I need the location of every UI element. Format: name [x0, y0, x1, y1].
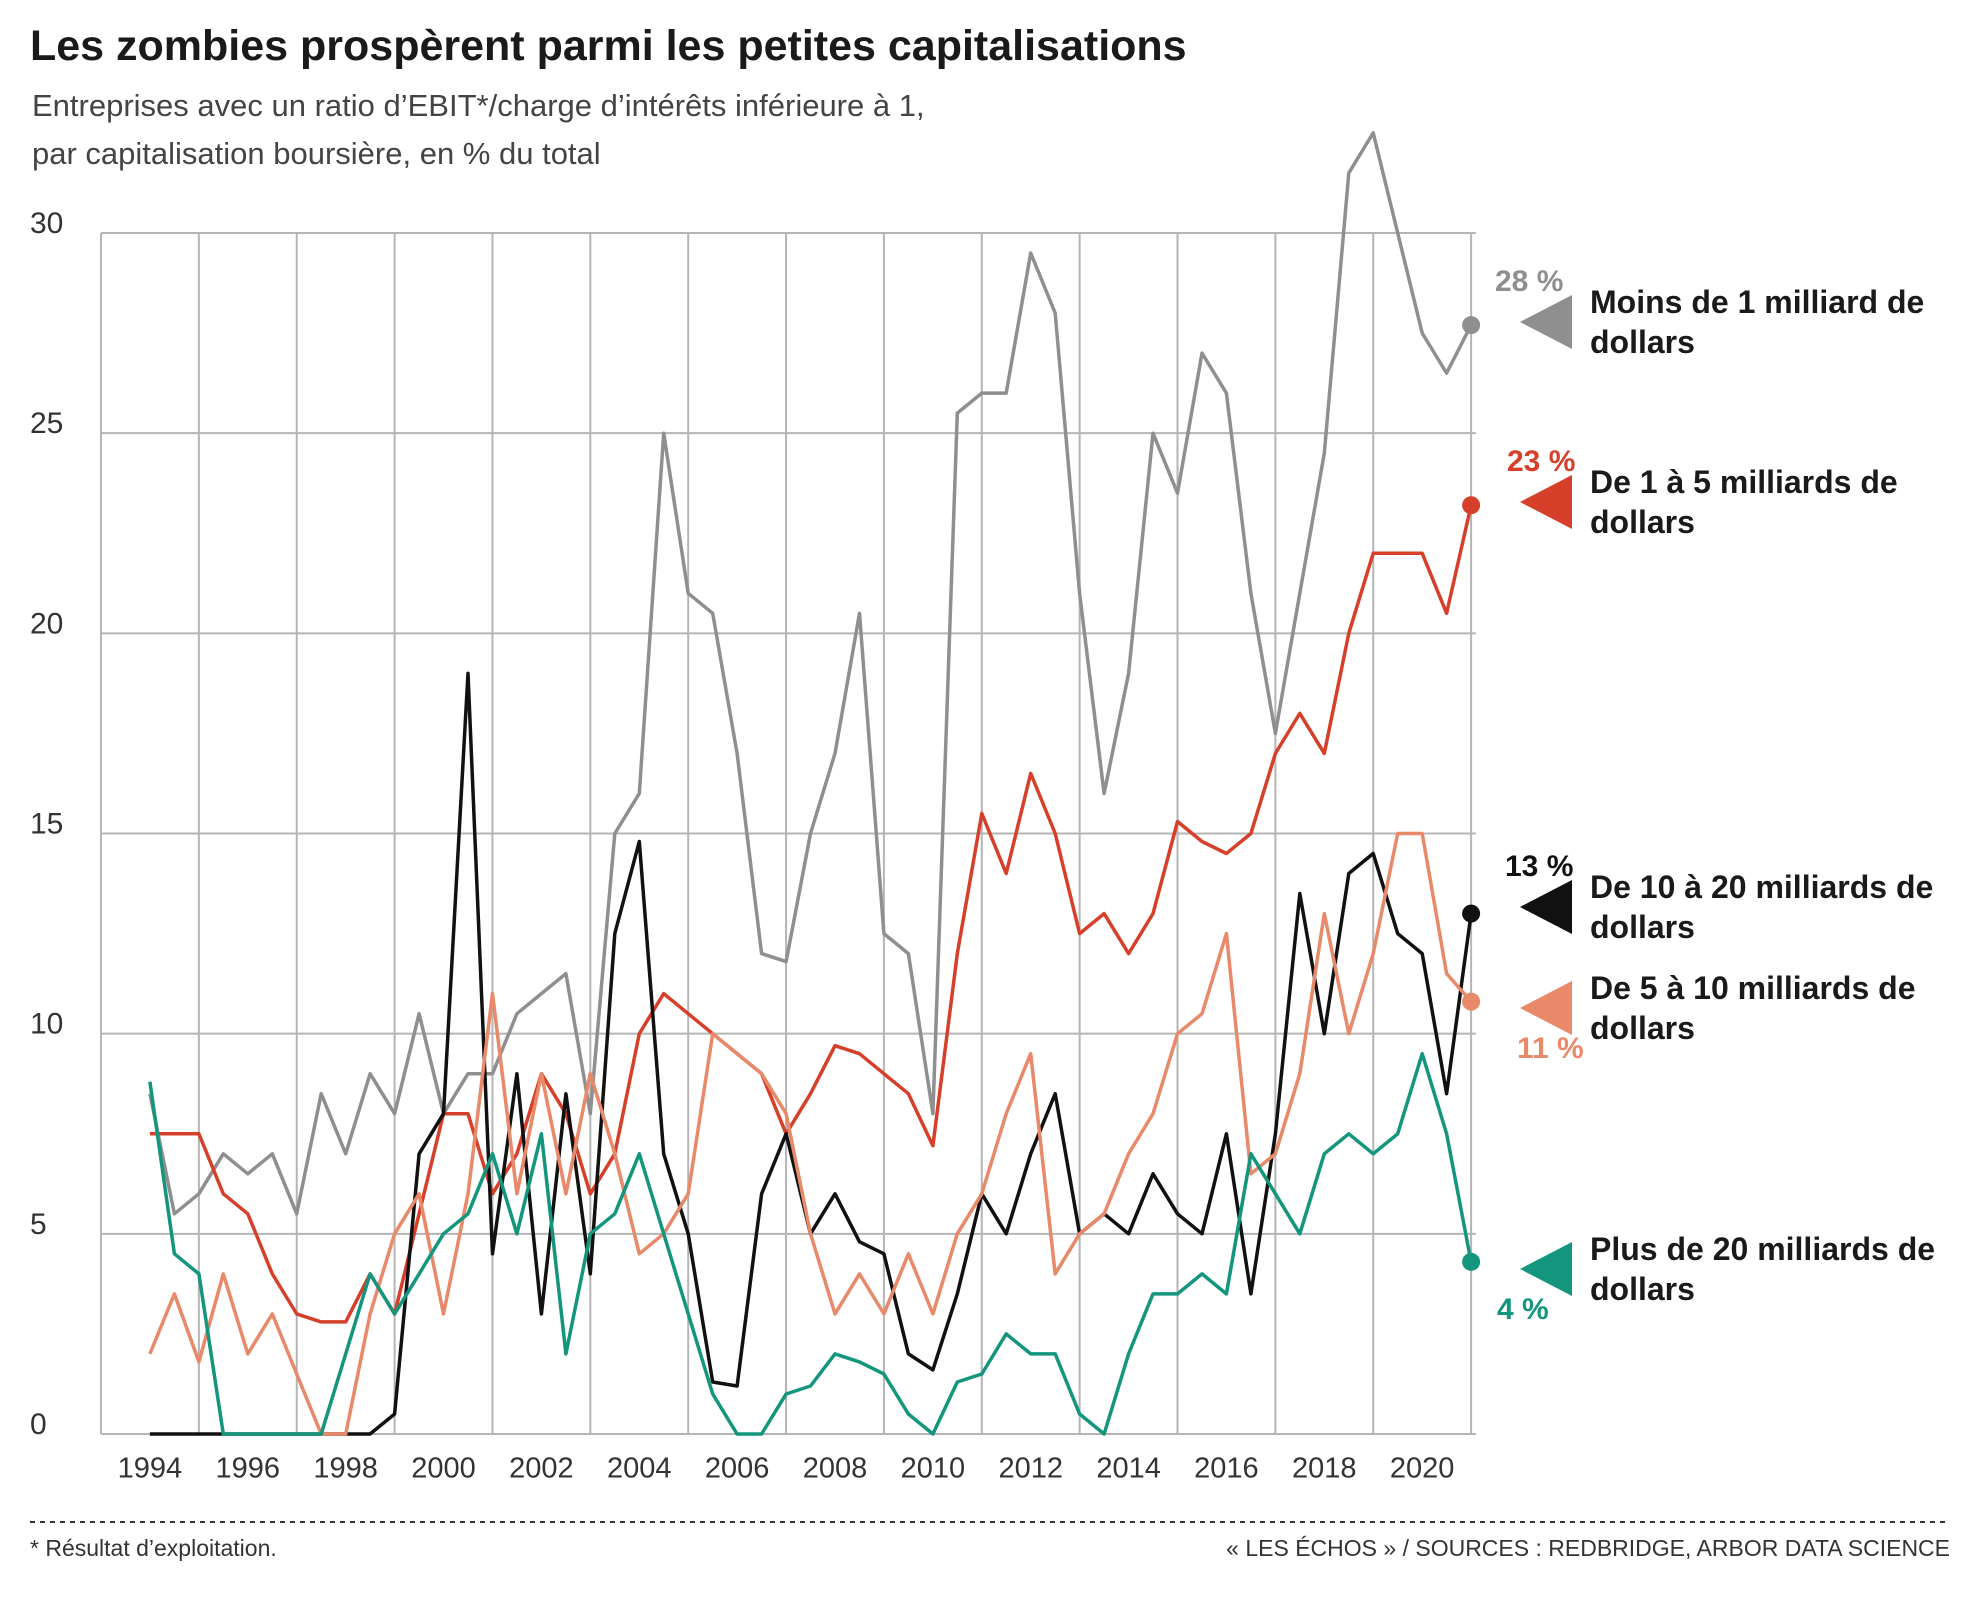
y-tick-label: 30 — [30, 207, 63, 240]
end-dot — [1462, 1252, 1481, 1271]
legend-marker — [1520, 880, 1572, 934]
x-tick-label: 1998 — [313, 1453, 378, 1485]
y-tick-label: 10 — [30, 1008, 63, 1041]
x-tick-label: 1994 — [118, 1453, 183, 1485]
source: « LES ÉCHOS » / SOURCES : REDBRIDGE, ARB… — [1226, 1535, 1950, 1561]
y-tick-label: 0 — [30, 1408, 47, 1441]
y-tick-label: 25 — [30, 407, 63, 440]
series-line — [148, 131, 1473, 1216]
x-tick-label: 2008 — [803, 1453, 868, 1485]
y-tick-label: 15 — [30, 807, 63, 840]
x-tick-label: 2006 — [705, 1453, 770, 1485]
x-tick-label: 1996 — [216, 1453, 281, 1485]
footnote: * Résultat d’exploitation. — [30, 1535, 277, 1561]
x-tick-label: 2016 — [1194, 1453, 1259, 1485]
subtitle: Entreprises avec un ratio d’EBIT*/charge… — [32, 88, 925, 123]
end-label: 28 % — [1495, 265, 1563, 298]
legend-marker — [1520, 1242, 1572, 1296]
legend-entry: De 10 à 20 milliards de dollars — [1590, 869, 1934, 945]
end-label: 23 % — [1507, 445, 1575, 478]
legend-entry: Plus de 20 milliards de dollars — [1590, 1231, 1936, 1307]
end-label: 11 % — [1517, 1032, 1584, 1065]
end-dot — [1462, 904, 1481, 923]
x-tick-label: 2020 — [1390, 1453, 1455, 1485]
end-dot — [1462, 496, 1481, 515]
legend-marker — [1520, 475, 1572, 529]
end-dot — [1462, 316, 1481, 335]
x-tick-label: 2018 — [1292, 1453, 1357, 1485]
legend-marker — [1520, 295, 1572, 349]
x-tick-label: 2012 — [998, 1453, 1063, 1485]
end-dot — [1462, 992, 1481, 1011]
chart-title: Les zombies prospèrent parmi les petites… — [30, 22, 1187, 70]
series-line — [148, 831, 1473, 1436]
end-label: 13 % — [1505, 850, 1573, 883]
end-label: 4 % — [1497, 1293, 1549, 1326]
x-tick-label: 2004 — [607, 1453, 672, 1485]
x-tick-label: 2014 — [1096, 1453, 1161, 1485]
legend-entry: De 5 à 10 milliards de dollars — [1590, 970, 1916, 1046]
legend-marker — [1520, 981, 1572, 1035]
legend-entry: De 1 à 5 milliards de dollars — [1590, 464, 1898, 540]
x-tick-label: 2002 — [509, 1453, 574, 1485]
legend-entry: Moins de 1 milliard de dollars — [1590, 284, 1925, 360]
x-tick-label: 2000 — [411, 1453, 476, 1485]
x-tick-label: 2010 — [901, 1453, 966, 1485]
y-tick-label: 5 — [30, 1208, 47, 1241]
series-line — [149, 504, 1473, 1324]
y-tick-label: 20 — [30, 607, 63, 640]
series-line — [148, 1051, 1473, 1436]
subtitle: par capitalisation boursière, en % du to… — [32, 136, 601, 171]
